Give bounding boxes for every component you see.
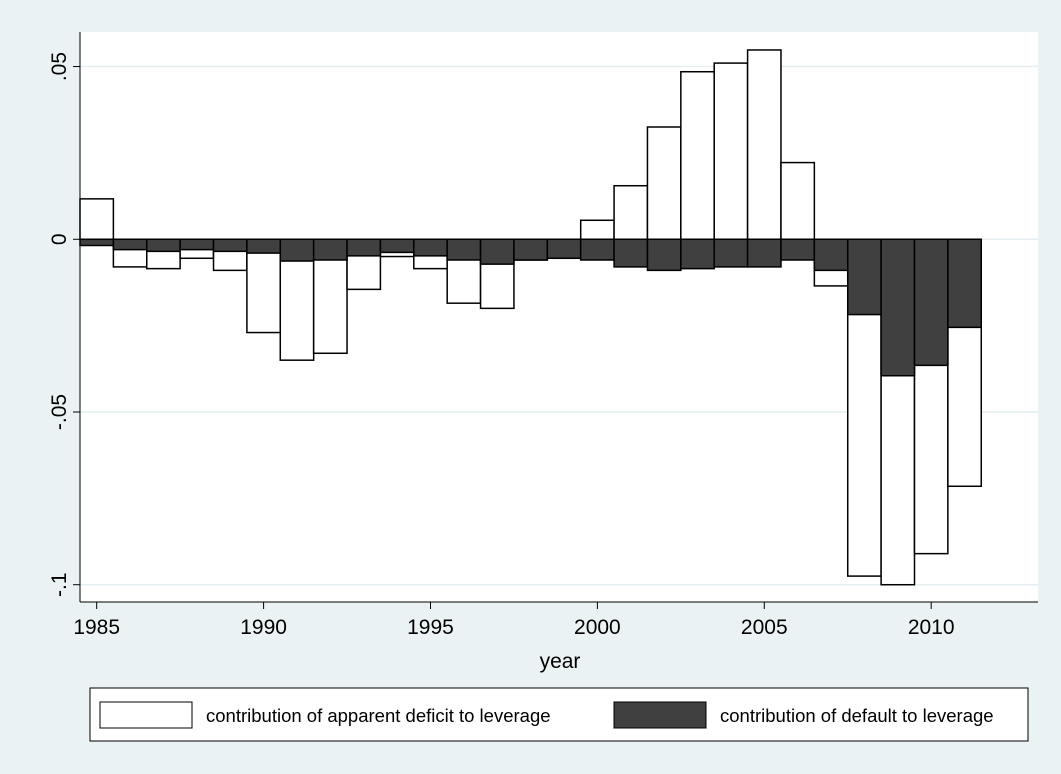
bar-default-1987 — [146, 238, 181, 253]
x-tick-label: 1985 — [73, 616, 120, 639]
bar-default-1999 — [546, 238, 582, 260]
legend-label-apparent-deficit: contribution of apparent deficit to leve… — [206, 705, 551, 726]
bar-default-2001 — [613, 238, 649, 268]
legend: contribution of apparent deficit to leve… — [89, 687, 1029, 742]
bar-apparent-deficit-1990 — [246, 238, 282, 334]
bar-apparent-deficit-2000 — [579, 219, 615, 241]
bar-default-1996 — [446, 238, 482, 261]
x-tick-label: 2010 — [908, 616, 955, 639]
bar-apparent-deficit-2005 — [746, 49, 782, 241]
bar-apparent-deficit-2001 — [613, 184, 649, 241]
bar-apparent-deficit-2004 — [713, 62, 749, 241]
bar-apparent-deficit-2003 — [680, 70, 715, 241]
x-tick-label: 2005 — [741, 616, 788, 639]
x-tick-label: 1995 — [407, 616, 454, 639]
bar-default-2005 — [746, 238, 782, 268]
x-axis-ticks: 1985 1990 1995 2000 2005 2010 — [73, 602, 955, 639]
bar-default-1994 — [379, 238, 415, 254]
bar-default-1993 — [346, 238, 382, 257]
bar-default-1989 — [212, 238, 248, 253]
legend-box — [89, 687, 1029, 742]
bar-default-1998 — [513, 238, 549, 261]
y-axis-ticks: .05 0 -.05 -.1 — [48, 52, 80, 597]
bar-default-2006 — [780, 238, 816, 261]
legend-label-default: contribution of default to leverage — [720, 705, 994, 726]
bar-default-2011 — [947, 238, 983, 329]
bar-default-1985 — [79, 238, 115, 247]
legend-swatch-default — [613, 701, 707, 729]
bar-default-2007 — [813, 238, 849, 272]
bar-default-2009 — [880, 238, 916, 377]
bar-default-1988 — [179, 238, 215, 251]
bar-default-1992 — [312, 238, 348, 261]
y-tick-label: -.1 — [48, 572, 71, 597]
x-tick-label: 1990 — [240, 616, 287, 639]
bar-default-1986 — [112, 238, 148, 251]
bar-default-1990 — [246, 238, 282, 254]
x-tick-label: 2000 — [574, 616, 621, 639]
x-axis-title: year — [540, 650, 581, 673]
bar-default-2010 — [913, 238, 949, 367]
bar-apparent-deficit-2006 — [780, 161, 816, 241]
legend-swatch-apparent-deficit — [99, 701, 193, 729]
bar-default-2004 — [713, 238, 749, 268]
y-tick-label: .05 — [48, 52, 71, 81]
series-default — [79, 238, 983, 377]
bar-default-2000 — [579, 238, 615, 261]
bar-default-2008 — [846, 238, 882, 316]
bar-default-1991 — [279, 238, 315, 262]
y-tick-label: 0 — [48, 233, 71, 245]
bar-default-1995 — [413, 238, 448, 257]
y-tick-label: -.05 — [48, 394, 71, 430]
bar-apparent-deficit-1985 — [79, 198, 115, 241]
bar-default-1997 — [479, 238, 515, 265]
bar-apparent-deficit-2002 — [646, 126, 682, 241]
bar-default-2003 — [680, 238, 715, 270]
bar-default-2002 — [646, 238, 682, 272]
